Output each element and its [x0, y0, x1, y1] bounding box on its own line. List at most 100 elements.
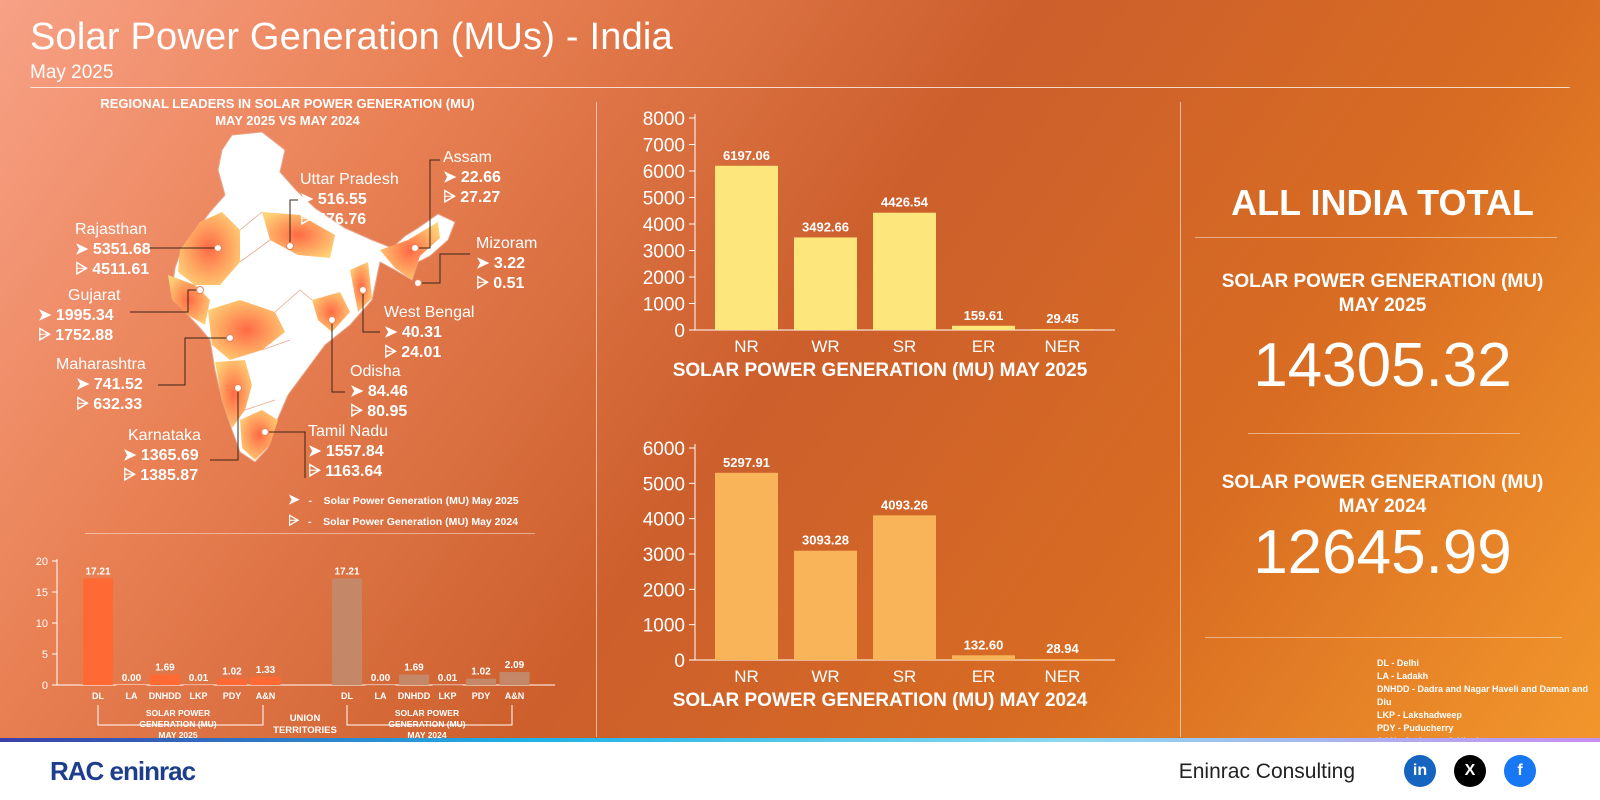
company-name: Eninrac Consulting: [1178, 760, 1355, 783]
chart25-bar-sr: [873, 212, 936, 330]
chart24-bar-wr: [794, 550, 857, 660]
state-odisha: Odisha ➤ 84.46 ⩥ 80.95: [350, 363, 408, 420]
ut-data-label: 0.01: [438, 673, 458, 684]
chart25-bar-wr: [794, 237, 857, 330]
ut-x-tick-label: A&N: [505, 691, 525, 701]
ut-x-tick-label: PDY: [223, 691, 242, 701]
chart25-y-tick-label: 4000: [643, 215, 685, 236]
label-2024: SOLAR POWER GENERATION (MU) MAY 2024: [1221, 472, 1544, 517]
map-title: REGIONAL LEADERS IN SOLAR POWER GENERATI…: [100, 96, 475, 128]
chart25-x-tick-label: WR: [811, 337, 839, 356]
footer-accent: [0, 738, 1600, 742]
ut-group-caption-2: SOLAR POWER: [395, 708, 459, 718]
ut-x-tick-label: DL: [341, 691, 353, 701]
facebook-icon[interactable]: f: [1504, 755, 1536, 787]
page-title: Solar Power Generation (MUs) - India: [30, 16, 673, 58]
state-tamilnadu: Tamil Nadu ➤ 1557.84 ⩥ 1163.64: [308, 423, 389, 480]
chart25-x-tick-label: NR: [734, 337, 759, 356]
ut-group-caption-1: GENERATION (MU): [139, 719, 216, 729]
ut-x-tick-label: PDY: [472, 691, 491, 701]
ut-data-label: 1.69: [155, 663, 175, 674]
chart25-data-label: 6197.06: [723, 148, 770, 163]
ut-data-label: 1.69: [404, 663, 424, 674]
ut-data-label: 2.09: [505, 660, 525, 671]
chart25-data-label: 4426.54: [881, 195, 929, 210]
ut-bar-g2-2: [399, 674, 429, 685]
ut-group-bracket-1: [97, 705, 264, 726]
map-separator: [85, 533, 535, 534]
chart25-y-tick-label: 6000: [643, 162, 685, 183]
up-shape: [262, 212, 335, 258]
chart24-data-label: 3093.28: [802, 533, 849, 548]
chart25-x-axis-title: SOLAR POWER GENERATION (MU) MAY 2025: [673, 360, 1088, 381]
chart24-x-tick-label: ER: [972, 667, 996, 686]
chart25-y-tick-label: 7000: [643, 136, 685, 157]
state-assam: Assam ➤ 22.66 ⩥ 27.27: [443, 149, 501, 206]
ut-data-label: 1.02: [222, 667, 242, 678]
state-karnataka: Karnataka ➤ 1365.69 ⩥ 1385.87: [123, 427, 201, 484]
header-divider: [30, 87, 1570, 88]
ut-bar-g1-0: [83, 578, 113, 685]
chart25-bar-ner: [1031, 329, 1094, 330]
chart25-y-tick-label: 2000: [643, 268, 685, 289]
ut-y-tick-label: 20: [36, 556, 48, 568]
ut-group-caption-1: MAY 2025: [158, 730, 197, 740]
ut-data-label: 17.21: [85, 566, 110, 577]
panel-divider-left: [596, 102, 597, 737]
ut-bar-g2-5: [499, 672, 530, 685]
chart25-data-label: 3492.66: [802, 219, 849, 234]
ut-bar-g1-1: [116, 685, 147, 686]
chart25-x-tick-label: SR: [893, 337, 917, 356]
chart25-bar-er: [952, 325, 1015, 330]
state-gujarat: Gujarat ➤ 1995.34 ⩥ 1752.88: [38, 287, 121, 344]
ut-bar-g1-5: [250, 676, 281, 685]
ut-x-tick-label: LKP: [439, 691, 457, 701]
ut-x-tick-label: LKP: [190, 691, 208, 701]
chart24-y-tick-label: 1000: [643, 616, 685, 637]
ut-data-label: 0.00: [371, 673, 391, 684]
tamilnadu-shape: [240, 410, 278, 460]
ut-data-label: 0.00: [122, 673, 142, 684]
filled-arrow-icon: ➤: [288, 491, 300, 507]
chart24-x-tick-label: SR: [893, 667, 917, 686]
chart25-y-tick-label: 0: [674, 321, 685, 342]
ut-data-label: 0.01: [189, 673, 209, 684]
ut-group-bracket-2: [346, 705, 513, 726]
page-subtitle: May 2025: [30, 62, 114, 83]
ut-y-tick-label: 15: [36, 587, 48, 599]
chart24-bar-ner: [1031, 658, 1094, 660]
chart24-y-tick-label: 4000: [643, 510, 685, 531]
chart24-bar-er: [952, 655, 1015, 660]
ut-x-tick-label: DNHDD: [149, 691, 182, 701]
state-rajasthan: Rajasthan ➤ 5351.68 ⩥ 4511.61: [75, 221, 151, 278]
ut-bar-g1-2: [150, 674, 180, 685]
region-chart-may2025: 0 1000 2000 3000 4000 5000 6000 7000 8000 6197.06…: [643, 109, 1115, 381]
chart25-data-label: 159.61: [964, 308, 1004, 323]
chart24-data-label: 28.94: [1046, 641, 1079, 656]
chart24-data-label: 5297.91: [723, 455, 770, 470]
footer: [0, 742, 1600, 800]
ut-group-caption-2: GENERATION (MU): [388, 719, 465, 729]
state-uttarpradesh: Uttar Pradesh ➤ 516.55 ⩥ 476.76: [300, 171, 399, 228]
chart24-y-tick-label: 5000: [643, 474, 685, 495]
chart24-bar-sr: [873, 515, 936, 660]
ne-shape: [380, 222, 440, 280]
ut-bar-g2-0: [332, 578, 362, 685]
chart25-y-tick-label: 8000: [643, 109, 685, 130]
legend-may2025: ➤ - Solar Power Generation (MU) May 2025: [288, 491, 519, 507]
ut-bar-g2-4: [466, 678, 496, 685]
ut-bar-g2-1: [365, 685, 396, 686]
linkedin-icon[interactable]: in: [1404, 755, 1436, 787]
chart24-bar-nr: [715, 472, 778, 660]
ut-bar-chart: 0 5 10 15 20 17.21 DL 0.00 LA 1.69 DNHDD 0.01 LKP 1.0…: [36, 556, 555, 740]
state-mizoram: Mizoram ➤ 3.22 ⩥ 0.51: [476, 235, 538, 292]
state-westbengal: West Bengal ➤ 40.31 ⩥ 24.01: [384, 304, 475, 361]
chart25-x-tick-label: ER: [972, 337, 996, 356]
ut-group-caption-1: SOLAR POWER: [146, 708, 210, 718]
chart24-x-axis-title: SOLAR POWER GENERATION (MU) MAY 2024: [673, 690, 1088, 711]
ut-x-tick-label: DL: [92, 691, 104, 701]
ut-y-tick-label: 5: [42, 649, 48, 661]
chart24-y-tick-label: 0: [674, 651, 685, 672]
ut-y-tick-label: 10: [36, 618, 48, 630]
x-icon[interactable]: X: [1454, 755, 1486, 787]
